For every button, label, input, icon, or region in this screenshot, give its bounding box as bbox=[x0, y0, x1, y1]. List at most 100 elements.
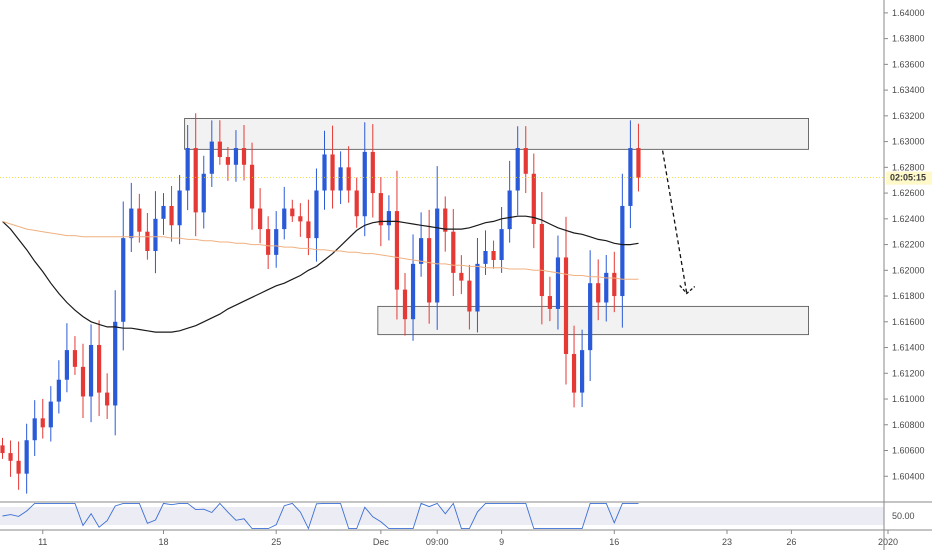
forecast-arrow-line bbox=[661, 150, 688, 294]
candle-body bbox=[249, 164, 255, 209]
x-tick-label: 16 bbox=[609, 537, 619, 547]
candle-body bbox=[531, 173, 536, 224]
y-tick-label: 1.60400 bbox=[892, 471, 925, 481]
candle-body bbox=[266, 229, 271, 255]
candle-body bbox=[402, 289, 408, 320]
zone-rect-1 bbox=[377, 305, 809, 336]
moving-average-line-1 bbox=[2, 220, 639, 280]
candle-body bbox=[105, 392, 110, 406]
y-tick-label: 1.63200 bbox=[892, 111, 925, 121]
candle-body bbox=[97, 344, 102, 393]
countdown-badge bbox=[886, 171, 932, 185]
candle-body bbox=[185, 148, 190, 191]
candle-body bbox=[451, 231, 456, 273]
candle-body bbox=[56, 379, 61, 402]
y-tick-label: 1.61800 bbox=[892, 291, 925, 301]
candle-body bbox=[217, 141, 222, 158]
candle-body bbox=[547, 296, 552, 309]
candle-body bbox=[193, 148, 198, 213]
candle-body bbox=[354, 190, 359, 217]
rsi-panel bbox=[0, 501, 932, 531]
y-tick-label: 1.63600 bbox=[892, 59, 925, 69]
candle-body bbox=[40, 418, 45, 428]
candle-body bbox=[274, 229, 279, 255]
moving-average-line-0 bbox=[2, 215, 639, 333]
x-tick-label: 26 bbox=[786, 537, 796, 547]
candle-body bbox=[233, 148, 239, 165]
candle-body bbox=[604, 272, 609, 303]
candle-body bbox=[483, 251, 488, 264]
candle-body bbox=[491, 251, 496, 261]
candle-body bbox=[427, 238, 432, 303]
candles-layer bbox=[0, 141, 641, 474]
candle-body bbox=[129, 208, 134, 239]
x-tick-label: 11 bbox=[38, 537, 47, 547]
candle-body bbox=[225, 157, 230, 165]
y-tick-label: 1.61400 bbox=[892, 343, 925, 353]
x-tick-label: 09:00 bbox=[426, 537, 449, 547]
candle-body bbox=[386, 211, 391, 226]
candle-body bbox=[588, 283, 593, 351]
rsi-line bbox=[2, 502, 639, 530]
candle-body bbox=[419, 238, 424, 264]
candle-body bbox=[0, 445, 5, 454]
y-tick-label: 1.60800 bbox=[892, 420, 925, 430]
candle-body bbox=[539, 223, 544, 297]
candle-body bbox=[443, 208, 448, 232]
candle-body bbox=[378, 193, 383, 226]
y-tick-label: 1.62000 bbox=[892, 265, 925, 275]
candle-body bbox=[290, 208, 295, 217]
candle-body bbox=[72, 350, 78, 367]
rsi-level-label: 50.00 bbox=[892, 511, 915, 521]
y-tick-label: 1.62200 bbox=[892, 240, 925, 250]
candle-body bbox=[515, 148, 520, 191]
candle-body bbox=[636, 148, 641, 178]
zones-layer bbox=[184, 118, 809, 336]
candle-body bbox=[201, 173, 206, 213]
x-tick-label: 9 bbox=[499, 537, 504, 547]
candle-body bbox=[410, 263, 416, 320]
y-tick-label: 1.61000 bbox=[892, 394, 925, 404]
y-tick-label: 1.64000 bbox=[892, 8, 925, 18]
candle-body bbox=[298, 216, 303, 222]
candle-body bbox=[153, 218, 158, 251]
wicks-layer bbox=[2, 113, 639, 494]
candle-body bbox=[121, 238, 126, 322]
candle-body bbox=[362, 151, 367, 217]
candle-body bbox=[338, 167, 343, 191]
candle-body bbox=[563, 257, 569, 354]
candle-body bbox=[32, 418, 37, 441]
candle-body bbox=[435, 208, 440, 303]
candle-body bbox=[113, 321, 118, 406]
candle-body bbox=[258, 208, 263, 230]
candle-body bbox=[628, 148, 633, 206]
candle-body bbox=[24, 440, 29, 474]
candle-body bbox=[596, 283, 601, 303]
candle-body bbox=[306, 221, 311, 239]
y-tick-label: 1.62400 bbox=[892, 214, 925, 224]
candle-body bbox=[80, 366, 86, 397]
y-tick-label: 1.61600 bbox=[892, 317, 925, 327]
candle-body bbox=[137, 208, 142, 232]
candle-body bbox=[612, 272, 617, 297]
y-tick-label: 1.63800 bbox=[892, 34, 925, 44]
forecast-arrow-head bbox=[679, 285, 696, 295]
zone-rect-0 bbox=[184, 118, 809, 150]
x-tick-label: Dec bbox=[373, 537, 390, 547]
candle-body bbox=[88, 344, 94, 397]
candle-body bbox=[475, 263, 480, 312]
candle-body bbox=[459, 272, 464, 281]
candle-body bbox=[241, 148, 247, 165]
candle-body bbox=[523, 148, 528, 174]
candle-body bbox=[8, 453, 13, 461]
candle-body bbox=[282, 208, 287, 230]
candle-body bbox=[330, 154, 335, 191]
x-tick-label: 25 bbox=[271, 537, 281, 547]
x-tick-label: 23 bbox=[722, 537, 732, 547]
y-tick-label: 1.61200 bbox=[892, 368, 925, 378]
candle-body bbox=[346, 167, 351, 191]
countdown-label: 02:05:15 bbox=[890, 173, 926, 183]
axes-layer: 1.64000 1.63800 1.63600 1.63400 1.63200 1.630… bbox=[38, 0, 932, 550]
